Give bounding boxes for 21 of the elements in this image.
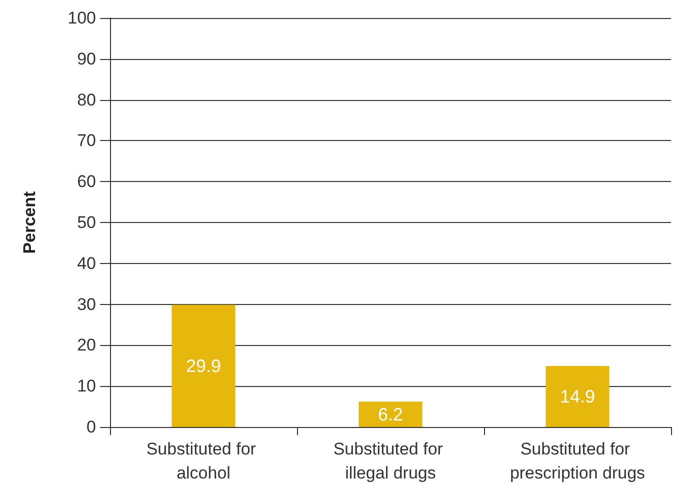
y-tick-label: 90 — [77, 49, 96, 68]
y-tick-label: 40 — [77, 254, 96, 273]
bar — [172, 304, 236, 427]
y-tick-label: 30 — [77, 294, 96, 314]
data-label: 29.9 — [186, 356, 222, 376]
y-tick-label: 50 — [77, 213, 96, 232]
bar — [358, 402, 422, 427]
bar — [546, 366, 610, 427]
y-tick-label: 70 — [77, 131, 96, 150]
y-tick-label: 60 — [77, 172, 96, 192]
y-tick-label: 10 — [77, 376, 96, 396]
x-tick-label: Substituted for prescription drugs — [510, 440, 646, 482]
x-tick-label: Substituted for alcohol — [146, 440, 261, 482]
y-axis-title: Percent — [20, 190, 39, 254]
y-tick-label: 0 — [86, 418, 96, 436]
x-tick-label: Substituted for illegal drugs — [333, 440, 448, 482]
data-label: 6.2 — [378, 404, 404, 424]
y-tick-label: 100 — [68, 8, 96, 28]
data-label: 14.9 — [560, 386, 596, 407]
y-tick-label: 80 — [77, 90, 96, 110]
y-tick-label: 20 — [77, 336, 96, 355]
